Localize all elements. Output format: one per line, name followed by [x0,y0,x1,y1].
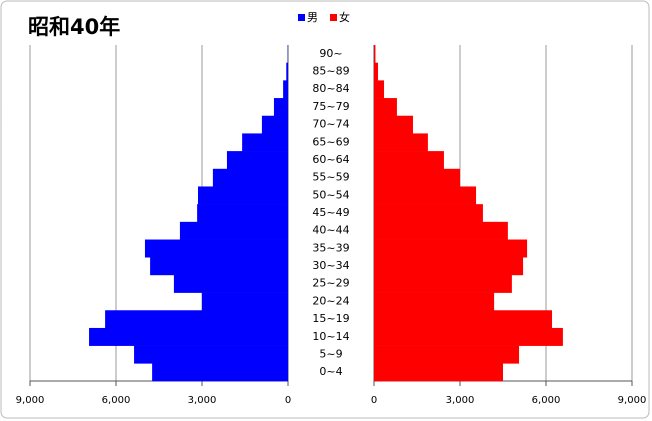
bar [202,292,288,311]
x-tick-label: 3,000 [446,395,475,406]
x-tick-label: 3,000 [188,395,217,406]
bar [105,310,289,329]
bar [197,204,288,223]
bar [374,239,528,258]
bar [374,345,520,364]
legend-swatch [298,14,305,21]
y-category-label: 40~44 [312,224,349,237]
bar [374,292,495,311]
bar [374,327,563,346]
bar [212,168,288,187]
bar [374,151,444,170]
x-tick-label: 9,000 [618,395,647,406]
y-category-label: 20~24 [312,294,349,307]
y-category-label: 30~34 [312,259,349,272]
bar [197,186,288,205]
bar [150,257,288,276]
bar [286,62,288,81]
bar [179,221,288,240]
y-category-label: 25~29 [312,277,349,290]
x-tick-label: 0 [285,395,291,406]
x-tick-label: 6,000 [532,395,561,406]
x-tick-label: 6,000 [102,395,131,406]
legend-swatch [330,14,337,21]
bar [374,310,553,329]
y-category-label: 10~14 [312,330,349,343]
bar [374,80,385,99]
bar [374,62,379,81]
bar [374,257,524,276]
bar [374,115,413,134]
y-category-label: 0~4 [319,365,342,378]
bar [374,168,460,187]
bar [134,345,288,364]
y-category-label: 35~39 [312,241,349,254]
bar [173,274,288,293]
legend-label: 女 [339,10,350,24]
bar [144,239,288,258]
y-category-label: 15~19 [312,312,349,325]
bar [374,221,508,240]
bar [374,274,512,293]
bar [374,204,483,223]
y-category-label: 55~59 [312,171,349,184]
y-category-label: 50~54 [312,188,349,201]
y-category-label: 60~64 [312,153,349,166]
y-category-label: 90~ [319,47,342,60]
bar [261,115,288,134]
bar [374,363,503,382]
bar [226,151,288,170]
chart-title: 昭和40年 [28,15,120,39]
bar [242,133,288,152]
bar [273,98,288,117]
legend-label: 男 [307,11,318,24]
bar [89,327,288,346]
x-tick-label: 0 [371,395,377,406]
x-tick-label: 9,000 [16,395,45,406]
bar [283,80,288,99]
y-category-label: 70~74 [312,118,349,131]
bar [374,186,477,205]
bar [374,45,376,63]
y-category-label: 65~69 [312,135,349,148]
y-category-label: 5~9 [319,347,342,360]
bar [152,363,288,382]
y-category-label: 80~84 [312,82,349,95]
y-category-label: 75~79 [312,100,349,113]
bar [374,133,428,152]
y-category-label: 45~49 [312,206,349,219]
bar [374,98,397,117]
y-category-label: 85~89 [312,65,349,78]
